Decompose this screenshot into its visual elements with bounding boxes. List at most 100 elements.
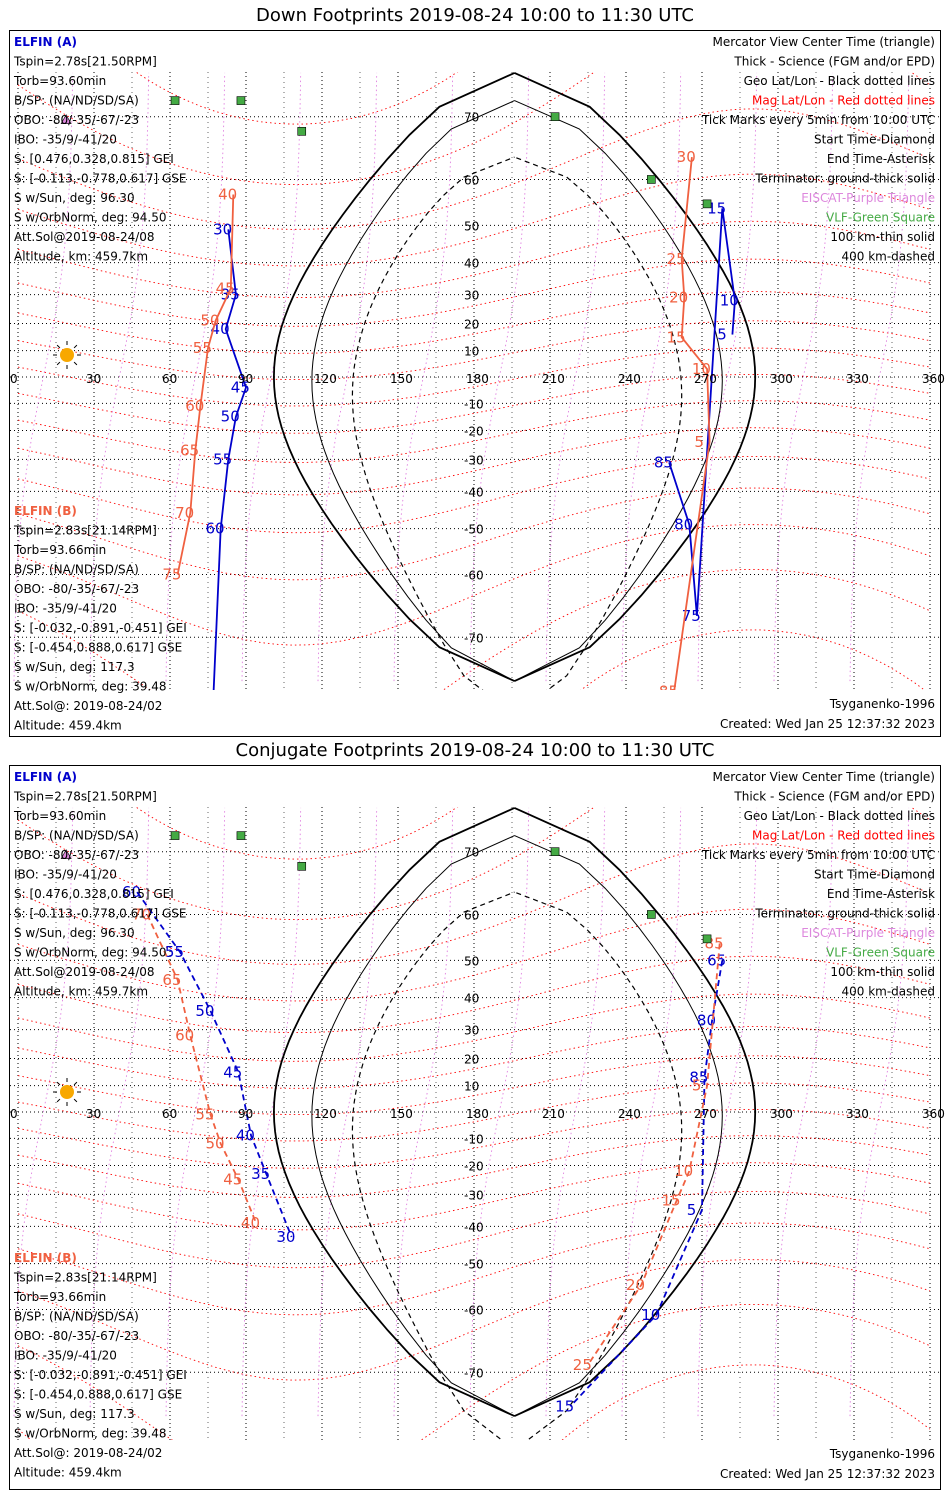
lat-tick-label: 40 (464, 992, 479, 1006)
legend-entry: Thick - Science (FGM and/or EPD) (733, 790, 935, 804)
sun-ray (73, 344, 78, 349)
mag-meridian (165, 72, 226, 682)
mag-meridian (773, 807, 834, 1417)
elfin-b-track-tick-label: 50 (205, 1135, 224, 1153)
elfin-a-info-line: B/SP: (NA/ND/SD/SA) (14, 829, 139, 843)
lon-tick-label: 90 (238, 1107, 253, 1121)
legend-entry: Start Time-Diamond (814, 133, 935, 147)
lon-tick-label: 240 (618, 1107, 641, 1121)
mag-meridian (13, 72, 74, 682)
elfin-a-track-tick-label: 85 (689, 1069, 708, 1087)
legend-entry: Mag Lat/Lon - Red dotted lines (752, 94, 935, 108)
terminator-400km-west (351, 156, 515, 690)
elfin-b-info-line: S: [-0.032,-0.891,-0.451] GEI (14, 621, 187, 635)
mag-meridian (89, 807, 150, 1417)
elfin-b-track-tick-label: 5 (692, 1077, 702, 1095)
sun-ray (73, 1081, 78, 1086)
lon-tick-label: 120 (314, 372, 337, 386)
legend-entry: Terminator: ground-thick solid (754, 907, 935, 921)
elfin-a-label: ELFIN (A) (14, 35, 77, 49)
map-area: 6055504540353065808551015706560555045408… (10, 807, 940, 1440)
elfin-b-track-tick-label: 55 (195, 1106, 214, 1124)
lat-tick-label: -60 (464, 569, 484, 583)
created-timestamp: Created: Wed Jan 25 12:37:32 2023 (720, 1467, 935, 1481)
conjugate-title: Conjugate Footprints 2019-08-24 10:00 to… (235, 740, 715, 761)
legend-entry: End Time-Asterisk (827, 887, 935, 901)
elfin-b-info-line: B/SP: (NA/ND/SD/SA) (14, 563, 139, 577)
elfin-a-track (668, 208, 736, 616)
legend-entry: 400 km-dashed (841, 985, 935, 999)
mag-parallel (17, 347, 931, 407)
terminator-100km-west (311, 835, 515, 1417)
mag-parallel (17, 568, 931, 690)
elfin-b-info-line: S w/Sun, deg: 117.3 (14, 660, 135, 674)
lat-tick-label: 70 (464, 111, 479, 125)
elfin-a-track-tick-label: 45 (223, 1063, 242, 1081)
sun-ray (73, 1098, 78, 1103)
elfin-a-track-tick-label: 10 (720, 292, 739, 310)
elfin-a-track-tick-label: 65 (198, 694, 217, 712)
mag-meridian (697, 72, 758, 682)
elfin-b-track-tick-label: 85 (659, 683, 678, 701)
mag-meridian (621, 72, 682, 682)
elfin-b-info-line: S w/Sun, deg: 117.3 (14, 1407, 135, 1421)
lon-tick-label: 150 (390, 372, 413, 386)
legend-entry: VLF-Green Square (826, 211, 935, 225)
lon-tick-label: 150 (390, 1107, 413, 1121)
elfin-a-track-tick-label: 80 (697, 1011, 716, 1029)
elfin-b-info-line: Att.Sol@: 2019-08-24/02 (14, 699, 162, 713)
mag-parallel (17, 807, 931, 921)
mag-meridian (241, 72, 302, 682)
vlf-station-marker (170, 96, 180, 105)
terminator-100km-east (514, 100, 723, 682)
elfin-b-track-tick-label: 45 (216, 279, 235, 297)
lon-tick-label: 270 (694, 1107, 717, 1121)
elfin-b-track-tick-label: 15 (667, 328, 686, 346)
elfin-b-info-line: Altitude: 459.4km (14, 719, 122, 733)
sun-ray (56, 1098, 61, 1103)
mag-parallel (17, 173, 931, 267)
vlf-station-marker (297, 862, 307, 871)
lon-tick-label: 360 (922, 372, 945, 386)
elfin-a-track-tick-label: 10 (641, 1306, 660, 1324)
terminator-100km-east (514, 835, 723, 1417)
lon-tick-label: 270 (694, 372, 717, 386)
elfin-a-info-line: Att.Sol@2019-08-24/08 (14, 230, 155, 244)
lat-tick-label: 10 (464, 1080, 479, 1094)
lat-tick-label: -60 (464, 1304, 484, 1318)
elfin-b-track-tick-label: 65 (162, 971, 181, 989)
elfin-a-track-tick-label: 40 (236, 1127, 255, 1145)
mag-meridian (545, 807, 606, 1417)
lon-tick-label: 0 (10, 1107, 18, 1121)
elfin-b-info-line: OBO: -80/-35/-67/-23 (14, 1329, 139, 1343)
elfin-a-track-tick-label: 45 (231, 378, 250, 396)
elfin-a-track-tick-label: 65 (707, 951, 726, 969)
map-area: 3035404550556065510157580854045505560657… (10, 72, 940, 712)
vlf-station-marker (297, 127, 307, 136)
lat-tick-label: 20 (464, 1053, 479, 1067)
elfin-a-info-line: S: [-0.113,-0.778,0.617] GSE (14, 172, 187, 186)
lat-tick-label: -70 (464, 631, 484, 645)
mag-parallel (17, 1364, 931, 1440)
elfin-a-track-tick-label: 80 (674, 516, 693, 534)
elfin-b-info-line: Torb=93.66min (13, 543, 106, 557)
elfin-a-info-line: S w/Sun, deg: 96.30 (14, 926, 135, 940)
lat-tick-label: 70 (464, 846, 479, 860)
mag-parallel (135, 807, 459, 860)
elfin-b-track-tick-label: 10 (674, 1162, 693, 1180)
sun-ray (56, 1081, 61, 1086)
legend-entry: Terminator: ground-thick solid (754, 172, 935, 186)
elfin-a-track-tick-label: 5 (717, 326, 727, 344)
vlf-station-marker (550, 847, 560, 856)
legend-entry: VLF-Green Square (826, 946, 935, 960)
down-title: Down Footprints 2019-08-24 10:00 to 11:3… (256, 5, 694, 26)
vlf-station-marker (550, 112, 560, 121)
mag-meridian (393, 72, 454, 682)
elfin-a-track-tick-label: 30 (276, 1228, 295, 1246)
elfin-b-info-line: OBO: -80/-35/-67/-23 (14, 582, 139, 596)
elfin-a-label: ELFIN (A) (14, 770, 77, 784)
lon-tick-label: 120 (314, 1107, 337, 1121)
elfin-b-track-tick-label: 60 (175, 1027, 194, 1045)
terminator-400km-east (514, 156, 683, 690)
